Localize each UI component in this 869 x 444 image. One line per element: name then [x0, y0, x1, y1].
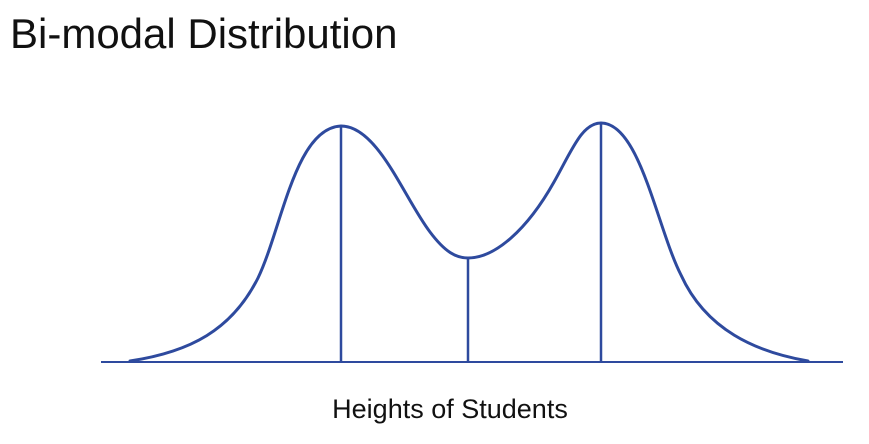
diagram-title: Bi-modal Distribution — [10, 10, 398, 57]
bimodal-curve — [128, 121, 810, 363]
x-axis-label: Heights of Students — [332, 394, 568, 424]
